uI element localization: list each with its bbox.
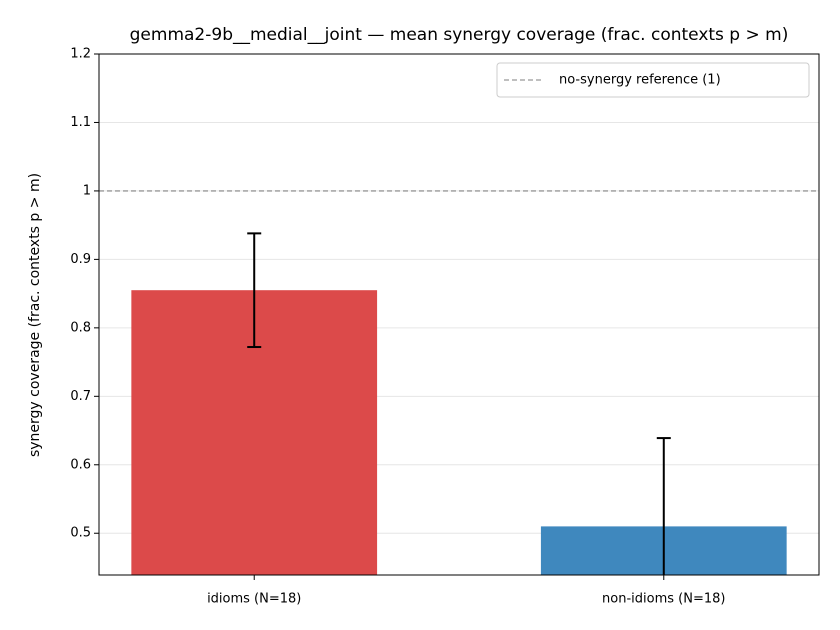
error-bar xyxy=(656,437,671,575)
y-tick-label: 1.2 xyxy=(70,47,91,62)
legend-label: no-synergy reference (1) xyxy=(559,73,721,88)
y-tick-label: 1 xyxy=(83,183,91,198)
y-tick-label: 0.8 xyxy=(70,320,91,335)
axes-frame xyxy=(98,53,820,576)
legend-box xyxy=(496,62,810,98)
y-tick-label: 0.9 xyxy=(70,252,91,267)
chart-title: gemma2-9b__medial__joint — mean synergy … xyxy=(130,25,789,45)
y-axis-label: synergy coverage (frac. contexts p > m) xyxy=(27,173,43,457)
y-tick-label: 0.6 xyxy=(70,457,91,472)
error-bar xyxy=(247,232,262,349)
x-tick-label: idioms (N=18) xyxy=(207,592,301,607)
y-tick-label: 0.5 xyxy=(70,526,91,541)
y-tick-label: 1.1 xyxy=(70,115,91,130)
y-tick-label: 0.7 xyxy=(70,389,91,404)
x-tick-label: non-idioms (N=18) xyxy=(602,592,725,607)
